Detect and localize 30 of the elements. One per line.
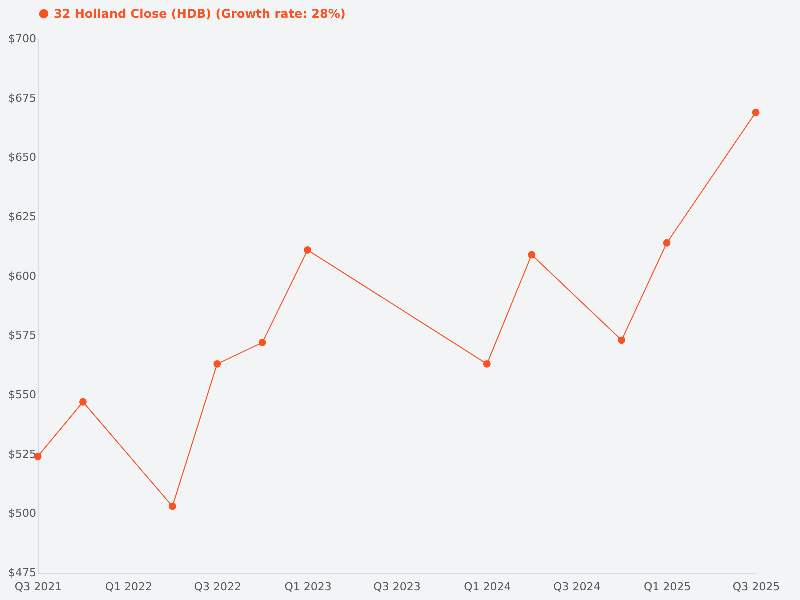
x-tick-label: Q3 2023 xyxy=(374,580,421,594)
legend-label: 32 Holland Close (HDB) (Growth rate: 28%) xyxy=(54,7,346,21)
y-tick-label: $575 xyxy=(8,329,36,342)
point xyxy=(168,502,176,510)
point xyxy=(752,108,760,116)
x-tick-label: Q3 2021 xyxy=(14,580,62,594)
point xyxy=(80,398,87,406)
y-tick-label: $550 xyxy=(8,388,36,402)
point xyxy=(214,360,222,368)
point xyxy=(304,246,312,254)
y-tick-label: $625 xyxy=(8,210,36,224)
y-tick-label: $675 xyxy=(8,92,36,105)
point xyxy=(483,360,491,368)
x-tick-label: Q1 2024 xyxy=(464,580,512,594)
y-tick-label: $475 xyxy=(8,566,36,580)
x-tick-label: Q3 2025 xyxy=(732,580,780,594)
x-tick-label: Q3 2024 xyxy=(554,580,601,594)
point xyxy=(258,339,266,346)
x-tick-label: Q1 2023 xyxy=(284,580,332,594)
x-tick-label: Q3 2022 xyxy=(194,580,242,594)
y-tick-label: $500 xyxy=(8,507,36,520)
y-tick-label: $700 xyxy=(8,32,36,46)
point xyxy=(528,251,536,259)
x-tick-label: Q1 2022 xyxy=(105,580,153,594)
y-tick-label: $525 xyxy=(8,448,36,461)
x-tick-label: Q1 2025 xyxy=(644,580,692,594)
y-tick-label: $650 xyxy=(8,151,36,164)
point xyxy=(663,239,671,247)
y-tick-label: $600 xyxy=(8,270,36,283)
point xyxy=(618,336,626,344)
